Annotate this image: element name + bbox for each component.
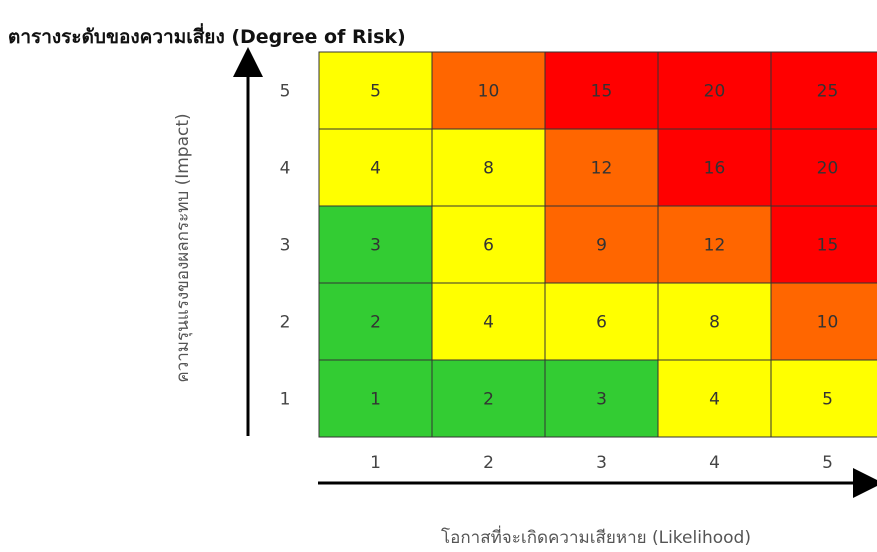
x-tick-label: 1 <box>370 453 381 473</box>
cells-layer: 5 10 15 20 254 8 12 16 203 6 9 12 152 4 6 8 101 2 3 4 5 <box>318 51 877 438</box>
y-axis-title: ความรุนแรงของผลกระทบ (Impact) <box>173 113 193 382</box>
risk-cell-value: 9 <box>596 236 607 256</box>
risk-cell <box>657 282 772 361</box>
y-tick-label: 4 <box>280 159 291 179</box>
risk-cell <box>544 282 659 361</box>
risk-cell-value: 25 <box>817 82 839 102</box>
risk-cell <box>770 359 877 438</box>
risk-cell <box>770 282 877 361</box>
risk-cell <box>431 128 546 207</box>
risk-cell-value: 8 <box>709 313 720 333</box>
risk-cell-value: 8 <box>483 159 494 179</box>
risk-cell <box>657 359 772 438</box>
y-tick-label: 3 <box>280 236 291 256</box>
risk-cell <box>431 205 546 284</box>
page-title: ตารางระดับของความเสี่ยง (Degree of Risk) <box>8 26 406 48</box>
risk-cell-value: 4 <box>709 390 720 410</box>
risk-cell <box>544 128 659 207</box>
risk-cell-value: 10 <box>817 313 839 333</box>
y-tick-label: 5 <box>280 82 291 102</box>
risk-cell <box>544 205 659 284</box>
risk-cell <box>657 205 772 284</box>
risk-cell <box>770 128 877 207</box>
y-tick-label: 2 <box>280 313 291 333</box>
x-axis-title: โอกาสที่จะเกิดความเสียหาย (Likelihood) <box>441 525 751 548</box>
risk-cell-value: 16 <box>704 159 726 179</box>
risk-cell-value: 5 <box>822 390 833 410</box>
risk-cell <box>770 205 877 284</box>
risk-cell-value: 1 <box>370 390 381 410</box>
x-tick-label: 5 <box>822 453 833 473</box>
risk-cell-value: 10 <box>478 82 500 102</box>
risk-cell-value: 20 <box>704 82 726 102</box>
risk-cell <box>657 128 772 207</box>
risk-cell-value: 12 <box>591 159 613 179</box>
risk-cell <box>544 359 659 438</box>
risk-cell <box>318 128 433 207</box>
risk-cell-value: 20 <box>817 159 839 179</box>
risk-cell <box>318 282 433 361</box>
risk-cell <box>431 282 546 361</box>
y-tick-label: 1 <box>280 390 291 410</box>
risk-cell-value: 2 <box>370 313 381 333</box>
risk-cell-value: 4 <box>370 159 381 179</box>
risk-cell-value: 15 <box>817 236 839 256</box>
x-tick-label: 2 <box>483 453 494 473</box>
risk-cell-value: 6 <box>596 313 607 333</box>
risk-cell-value: 2 <box>483 390 494 410</box>
risk-cell-value: 5 <box>370 82 381 102</box>
risk-cell <box>318 205 433 284</box>
risk-cell-value: 3 <box>370 236 381 256</box>
x-tick-label: 3 <box>596 453 607 473</box>
x-tick-label: 4 <box>709 453 720 473</box>
risk-cell-value: 6 <box>483 236 494 256</box>
risk-cell-value: 15 <box>591 82 613 102</box>
risk-cell-value: 3 <box>596 390 607 410</box>
risk-cell <box>318 359 433 438</box>
risk-cell-value: 12 <box>704 236 726 256</box>
risk-cell-value: 4 <box>483 313 494 333</box>
